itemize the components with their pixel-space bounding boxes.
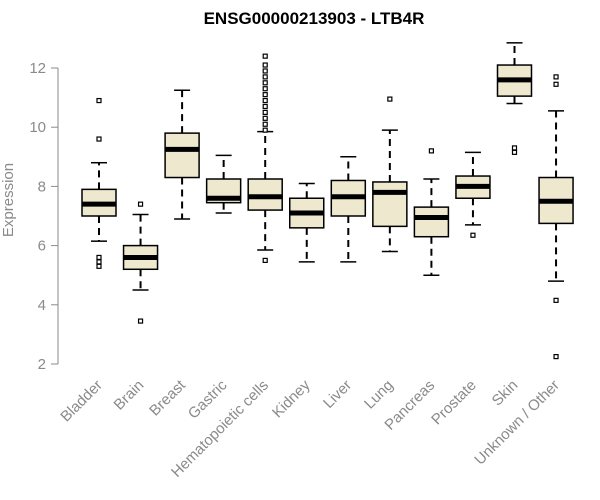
outlier-point [262, 257, 268, 263]
box-breast [164, 89, 200, 220]
box-gastric [205, 154, 242, 214]
boxes-group [81, 42, 574, 360]
x-label-skin: Skin [489, 377, 522, 410]
outlier-point [96, 254, 102, 261]
outlier-point [428, 148, 434, 154]
x-label-bladder: Bladder [57, 377, 106, 426]
box-unknown-other [538, 74, 574, 360]
outlier-point [137, 201, 144, 207]
outlier-point [553, 354, 559, 360]
outlier-point [511, 145, 518, 151]
box-lung [372, 96, 408, 253]
outlier-point [262, 109, 268, 116]
box-iqr [413, 206, 450, 238]
x-label-lung: Lung [361, 377, 397, 413]
outlier-point [262, 103, 268, 110]
box-hematopoietic-cells [247, 53, 283, 263]
outlier-point [262, 92, 268, 98]
y-tick-label-6: 6 [38, 238, 46, 255]
y-tick-label-10: 10 [29, 119, 46, 136]
x-label-kidney: Kidney [269, 376, 314, 421]
outlier-point [262, 115, 268, 121]
outlier-point [96, 136, 102, 142]
outlier-point [511, 149, 518, 155]
outlier-point [553, 74, 559, 80]
outlier-point [553, 81, 559, 87]
y-tick-label-4: 4 [38, 297, 46, 314]
x-label-liver: Liver [320, 377, 355, 412]
x-label-brain: Brain [111, 377, 148, 414]
outlier-point [96, 97, 102, 104]
outlier-point [262, 68, 268, 74]
outlier-point [262, 127, 268, 133]
chart-title: ENSG00000213903 - LTB4R [204, 9, 425, 28]
x-label-prostate: Prostate [428, 377, 480, 429]
outlier-point [262, 80, 268, 86]
outlier-point [387, 96, 393, 102]
box-iqr [372, 181, 408, 228]
outlier-point [137, 318, 144, 324]
y-tick-label-2: 2 [38, 356, 46, 373]
outlier-point [262, 86, 268, 92]
outlier-point [262, 62, 268, 68]
outlier-point [262, 53, 268, 59]
box-iqr [164, 132, 200, 179]
outlier-point [262, 74, 268, 80]
y-tick-label-8: 8 [38, 178, 46, 195]
outlier-point [470, 232, 476, 238]
box-prostate [455, 151, 491, 238]
box-bladder [81, 97, 117, 269]
x-label-breast: Breast [146, 376, 189, 419]
box-brain [122, 201, 159, 324]
outlier-point [553, 297, 559, 303]
y-axis: 2 4 6 8 10 12 [29, 60, 59, 373]
outlier-point [262, 97, 268, 104]
y-axis-label: Expression [0, 163, 17, 237]
y-tick-label-12: 12 [29, 60, 46, 77]
outlier-point [96, 259, 102, 265]
box-kidney [289, 182, 325, 263]
box-liver [330, 156, 367, 263]
outlier-point [96, 263, 102, 269]
box-pancreas [413, 148, 450, 276]
box-skin [496, 42, 533, 155]
outlier-point [262, 121, 268, 127]
